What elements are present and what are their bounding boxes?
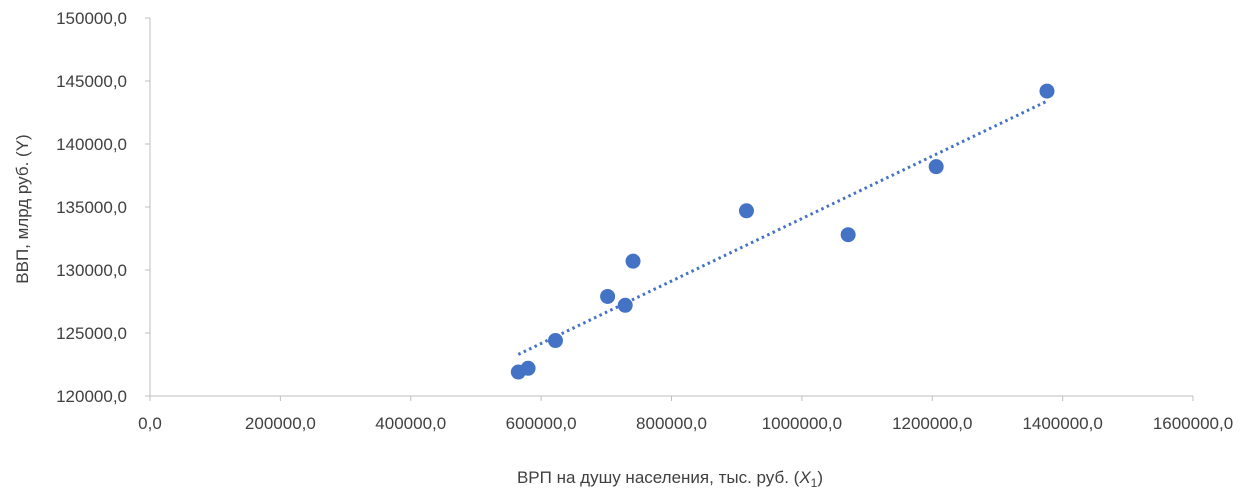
y-tick-label: 125000,0 <box>56 324 127 343</box>
data-point <box>928 159 944 175</box>
x-axis-ticks: 0,0 200000,0 400000,0 600000,0 800000,0 10000… <box>138 396 1233 433</box>
data-point <box>738 203 754 219</box>
data-point <box>600 288 616 304</box>
axes <box>149 18 1193 397</box>
x-tick-label: 1400000,0 <box>1022 414 1102 433</box>
data-points <box>510 83 1055 380</box>
data-point <box>520 360 536 376</box>
x-tick-label: 1600000,0 <box>1153 414 1233 433</box>
y-axis-title: ВВП, млрд руб. (Y) <box>13 134 32 283</box>
x-axis-title: ВРП на душу населения, тыс. руб. (X1) <box>517 468 823 490</box>
x-axis-title-end: ) <box>817 468 823 487</box>
data-point <box>625 253 641 269</box>
data-point <box>547 333 563 349</box>
y-tick-label: 130000,0 <box>56 261 127 280</box>
x-axis-title-main: ВРП на душу населения, тыс. руб. ( <box>517 468 800 487</box>
y-tick-label: 150000,0 <box>56 9 127 28</box>
x-tick-label: 1000000,0 <box>762 414 842 433</box>
data-point <box>617 297 633 313</box>
x-tick-label: 800000,0 <box>636 414 707 433</box>
x-tick-label: 600000,0 <box>506 414 577 433</box>
y-tick-label: 140000,0 <box>56 135 127 154</box>
x-tick-label: 0,0 <box>138 414 162 433</box>
y-tick-label: 120000,0 <box>56 387 127 406</box>
y-tick-label: 145000,0 <box>56 72 127 91</box>
trendline-group <box>517 99 1048 356</box>
x-tick-label: 200000,0 <box>245 414 316 433</box>
y-tick-label: 135000,0 <box>56 198 127 217</box>
data-point <box>1039 83 1055 99</box>
y-axis-ticks: 120000,0 125000,0 130000,0 135000,0 140000,0… <box>56 9 150 406</box>
x-tick-label: 400000,0 <box>375 414 446 433</box>
x-axis-title-subscript: 1 <box>811 476 818 490</box>
x-tick-label: 1200000,0 <box>892 414 972 433</box>
data-point <box>840 227 856 243</box>
trendline <box>517 99 1048 356</box>
x-axis-title-variable: X <box>798 468 811 487</box>
